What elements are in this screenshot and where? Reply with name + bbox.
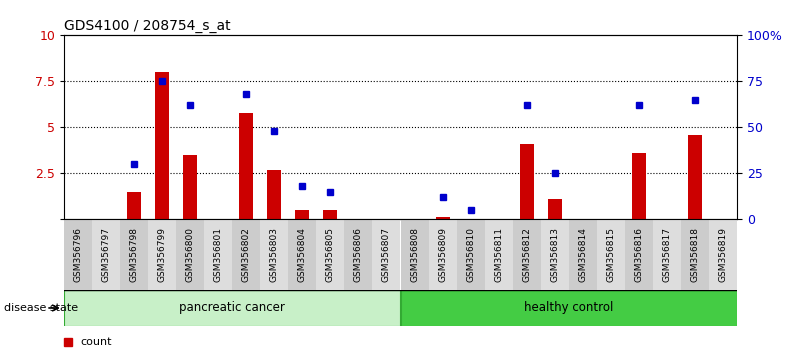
Text: GSM356805: GSM356805: [326, 227, 335, 282]
Text: GSM356801: GSM356801: [214, 227, 223, 282]
Bar: [632, 153, 646, 219]
Bar: [268, 170, 281, 219]
Bar: [597, 219, 625, 290]
Bar: [681, 219, 709, 290]
Bar: [513, 219, 541, 290]
Bar: [64, 219, 92, 290]
Text: GSM356818: GSM356818: [690, 227, 699, 282]
Bar: [429, 219, 457, 290]
Text: GSM356807: GSM356807: [382, 227, 391, 282]
Bar: [344, 219, 372, 290]
Text: GSM356811: GSM356811: [494, 227, 503, 282]
Text: GDS4100 / 208754_s_at: GDS4100 / 208754_s_at: [64, 19, 231, 33]
Text: GSM356799: GSM356799: [158, 227, 167, 282]
Bar: [324, 210, 337, 219]
Text: GSM356798: GSM356798: [130, 227, 139, 282]
Bar: [64, 290, 400, 326]
Text: GSM356800: GSM356800: [186, 227, 195, 282]
Bar: [709, 219, 737, 290]
Text: GSM356808: GSM356808: [410, 227, 419, 282]
Bar: [485, 219, 513, 290]
Bar: [288, 219, 316, 290]
Text: GSM356816: GSM356816: [634, 227, 643, 282]
Bar: [436, 217, 449, 219]
Text: GSM356803: GSM356803: [270, 227, 279, 282]
Bar: [120, 219, 148, 290]
Text: GSM356813: GSM356813: [550, 227, 559, 282]
Bar: [372, 219, 400, 290]
Text: GSM356806: GSM356806: [354, 227, 363, 282]
Bar: [400, 219, 429, 290]
Text: healthy control: healthy control: [524, 302, 614, 314]
Bar: [204, 219, 232, 290]
Bar: [92, 219, 120, 290]
Bar: [148, 219, 176, 290]
Bar: [316, 219, 344, 290]
Bar: [400, 290, 737, 326]
Bar: [155, 72, 169, 219]
Text: pancreatic cancer: pancreatic cancer: [179, 302, 285, 314]
Bar: [541, 219, 569, 290]
Bar: [457, 219, 485, 290]
Text: GSM356809: GSM356809: [438, 227, 447, 282]
Bar: [127, 192, 141, 219]
Text: GSM356810: GSM356810: [466, 227, 475, 282]
Bar: [569, 219, 597, 290]
Bar: [625, 219, 653, 290]
Bar: [688, 135, 702, 219]
Text: GSM356812: GSM356812: [522, 227, 531, 282]
Bar: [548, 199, 562, 219]
Text: GSM356814: GSM356814: [578, 227, 587, 282]
Bar: [464, 218, 477, 219]
Bar: [183, 155, 197, 219]
Bar: [176, 219, 204, 290]
Text: GSM356815: GSM356815: [606, 227, 615, 282]
Text: disease state: disease state: [4, 303, 78, 313]
Text: count: count: [80, 337, 111, 347]
Text: GSM356819: GSM356819: [718, 227, 727, 282]
Bar: [260, 219, 288, 290]
Text: GSM356817: GSM356817: [662, 227, 671, 282]
Text: GSM356804: GSM356804: [298, 227, 307, 282]
Text: GSM356796: GSM356796: [74, 227, 83, 282]
Bar: [239, 113, 253, 219]
Bar: [296, 210, 309, 219]
Bar: [520, 144, 533, 219]
Text: GSM356802: GSM356802: [242, 227, 251, 282]
Bar: [232, 219, 260, 290]
Bar: [653, 219, 681, 290]
Text: GSM356797: GSM356797: [102, 227, 111, 282]
